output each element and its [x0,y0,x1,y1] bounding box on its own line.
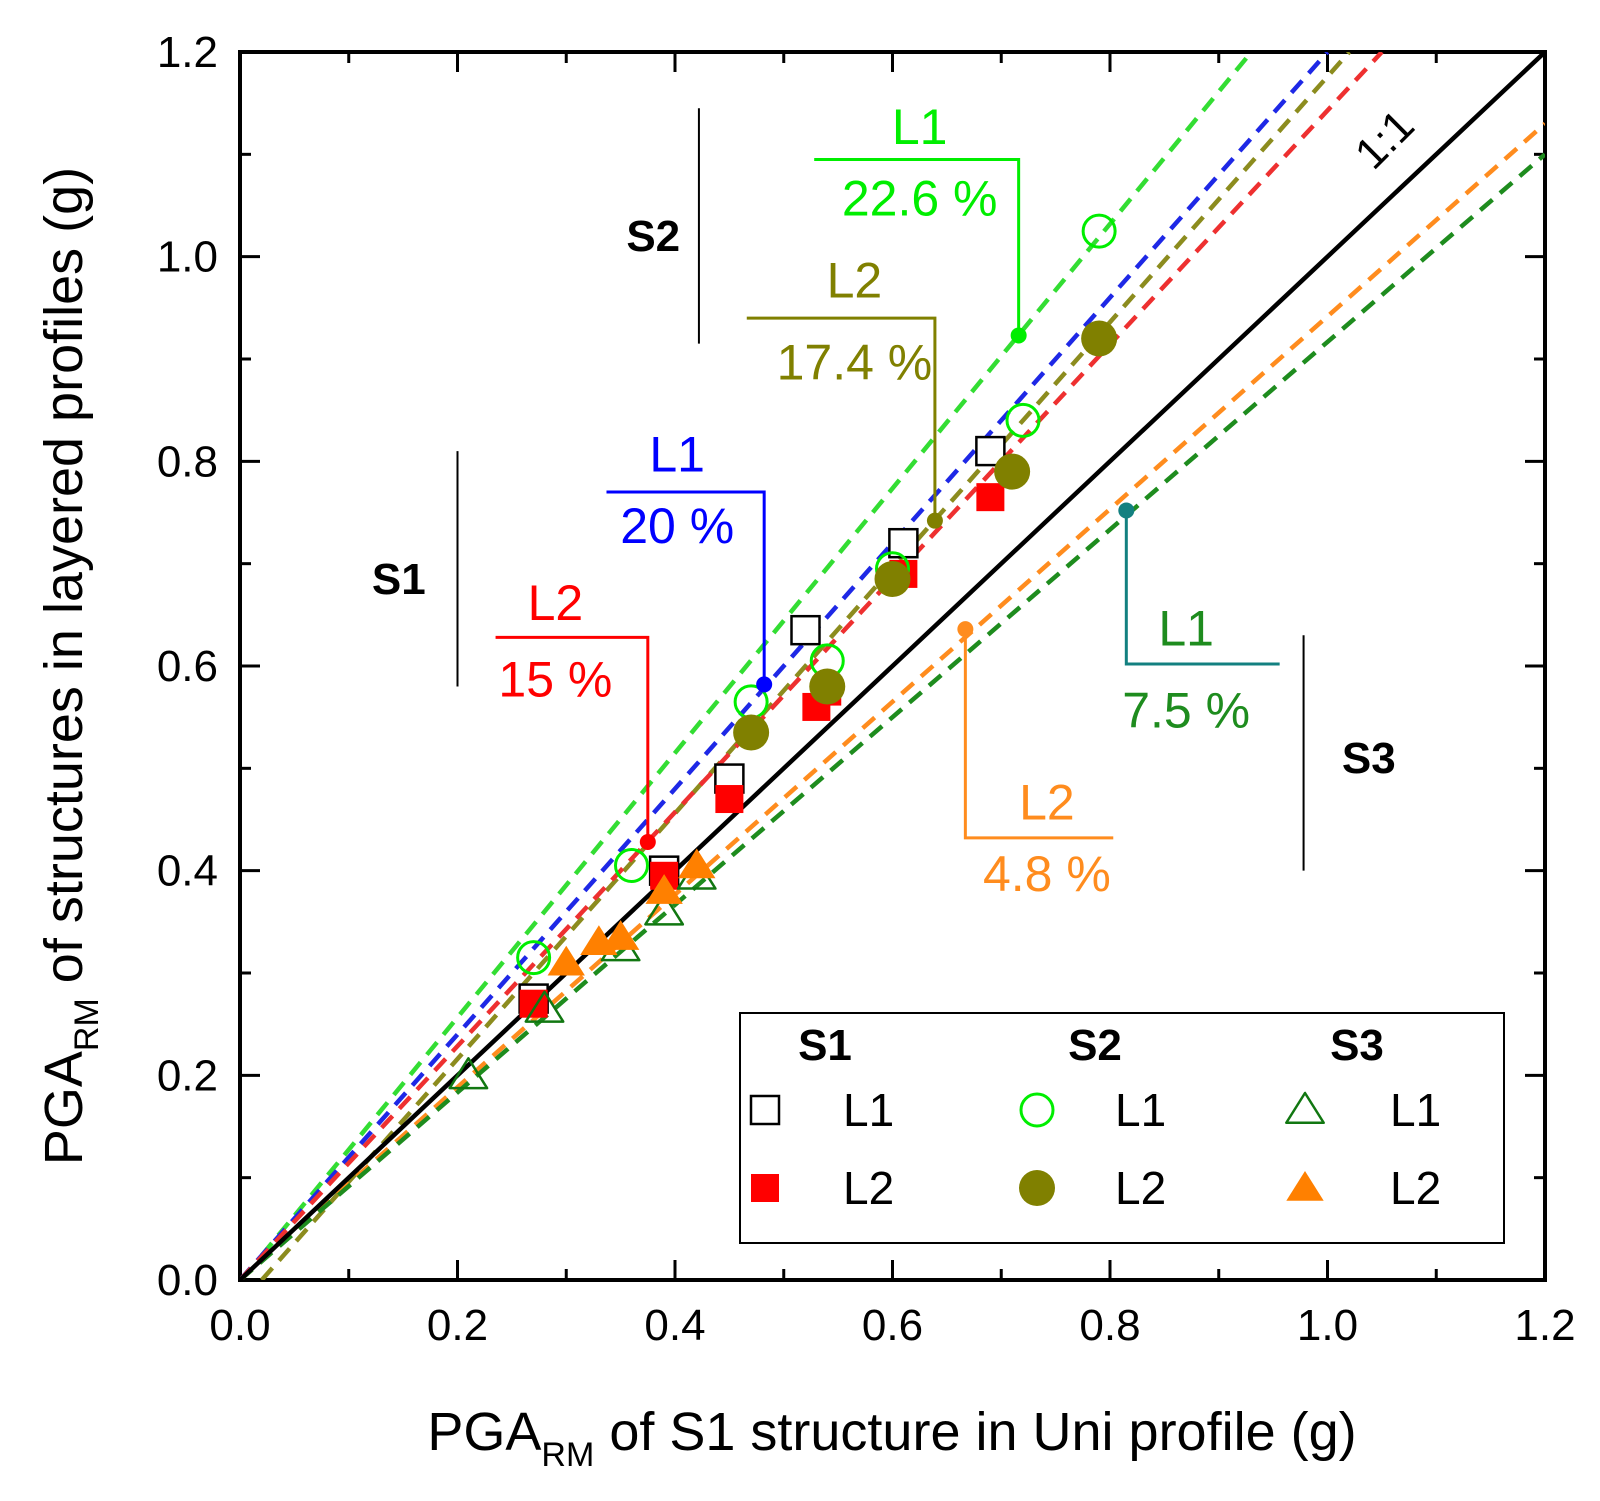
point-s2-l1 [1081,213,1117,249]
point-s2-l2 [733,714,770,751]
callout-percent-s1-l1: 20 % [620,498,734,554]
legend-marker [1286,1171,1324,1201]
callout-layer-s3-l2: L2 [1019,775,1075,831]
y-tick-label: 0.6 [157,642,218,691]
x-axis-title: PGARM of S1 structure in Uni profile (g) [427,1402,1356,1474]
legend-label: L2 [1390,1162,1441,1214]
legend-label: L1 [843,1084,894,1136]
point-s2-l2 [994,453,1031,490]
legend-label: L1 [1390,1084,1441,1136]
x-tick-label: 0.8 [1079,1301,1140,1350]
callout-percent-s1-l2: 15 % [498,652,612,708]
group-label-s2: S2 [626,212,680,261]
callout-percent-s3-l1: 7.5 % [1122,682,1250,738]
legend-heading: S1 [798,1021,852,1070]
point-s3-l1 [448,1057,489,1090]
callout-layer-s2-l2: L2 [827,253,883,309]
group-label-s3: S3 [1342,734,1396,783]
callout-percent-s2-l1: 22.6 % [842,171,998,227]
group-labels: S2 S1 S3 [372,108,1396,871]
point-s3-l1 [644,893,685,926]
x-tick-label: 0.4 [644,1301,705,1350]
point-s3-l2 [601,920,640,950]
x-tick-label: 0.2 [427,1301,488,1350]
fit-line [240,152,1545,1280]
point-s1-l1 [790,614,821,646]
legend-label: L2 [843,1162,894,1214]
callout-dot-s1-l1 [756,676,773,693]
y-axis-title: PGARM of structures in layered profiles … [34,167,106,1165]
y-tick-label: 0.0 [157,1256,218,1305]
legend-marker [749,1094,781,1126]
point-s2-l2 [809,668,846,705]
callout-line-s3-l2 [963,629,1114,840]
y-tick-label: 0.2 [157,1051,218,1100]
legend-marker [1019,1092,1055,1128]
point-s1-l2 [976,483,1005,512]
callout-dot-s3-l1 [1118,502,1135,519]
callout-dot-s1-l2 [639,834,656,851]
point-s2-l1 [614,848,649,884]
callout-line-s2-l2 [746,316,937,521]
legend-heading: S2 [1068,1021,1122,1070]
y-tick-label: 0.4 [157,847,218,896]
fit-line [240,52,1330,1280]
group-label-s1: S1 [372,555,426,604]
callout-layer-s3-l1: L1 [1158,601,1214,657]
callout-line-s2-l1 [814,157,1021,336]
callout-line-s3-l1 [1124,510,1280,666]
callout-layer-s1-l1: L1 [649,427,705,483]
x-tick-label: 1.2 [1514,1301,1575,1350]
axis-ticks: 0.0 0.2 0.4 0.6 0.8 1.0 1.2 0.0 0.2 0.4 0.6 0.8 1.0 1… [157,28,1576,1350]
callout-line-s1-l2 [495,635,650,843]
point-s2-l2 [1081,320,1118,357]
x-tick-label: 0.0 [209,1301,270,1350]
callout-dot-s2-l1 [1010,327,1027,344]
point-s3-l1 [524,990,565,1023]
legend-heading: S3 [1330,1021,1384,1070]
data-markers [448,213,1118,1090]
point-s3-l2 [678,848,716,879]
y-tick-label: 1.0 [157,233,218,282]
callout-layer-s1-l2: L2 [528,575,584,631]
x-tick-label: 0.6 [862,1301,923,1350]
callout-percent-s2-l2: 17.4 % [777,334,933,390]
callout-dot-s2-l2 [926,512,943,529]
legend-marker [751,1174,779,1202]
callout-dot-s3-l2 [957,621,974,638]
legend-box [739,1012,1505,1244]
point-s3-l2 [645,874,683,904]
point-s2-l1 [1005,402,1041,438]
identity-label: 1:1 [1346,101,1424,179]
legend-marker [1285,1091,1325,1124]
point-s3-l2 [547,945,585,976]
fit-line [260,52,1351,1280]
callout-line-s1-l1 [606,490,766,685]
callout-layer-s2-l1: L1 [892,99,948,155]
point-s2-l1 [516,940,552,976]
y-tick-label: 1.2 [157,28,218,77]
annotations: L2 15 % L1 20 % L2 17.4 % L1 22.6 % L2 4.8 % L1 7.5… [495,99,1280,902]
legend-label: L2 [1115,1162,1166,1214]
x-tick-label: 1.0 [1297,1301,1358,1350]
point-s2-l2 [874,561,911,598]
legend-marker [1019,1170,1055,1206]
legend-label: L1 [1115,1084,1166,1136]
y-tick-label: 0.8 [157,437,218,486]
point-s1-l2 [715,785,744,814]
callout-percent-s3-l2: 4.8 % [983,846,1111,902]
